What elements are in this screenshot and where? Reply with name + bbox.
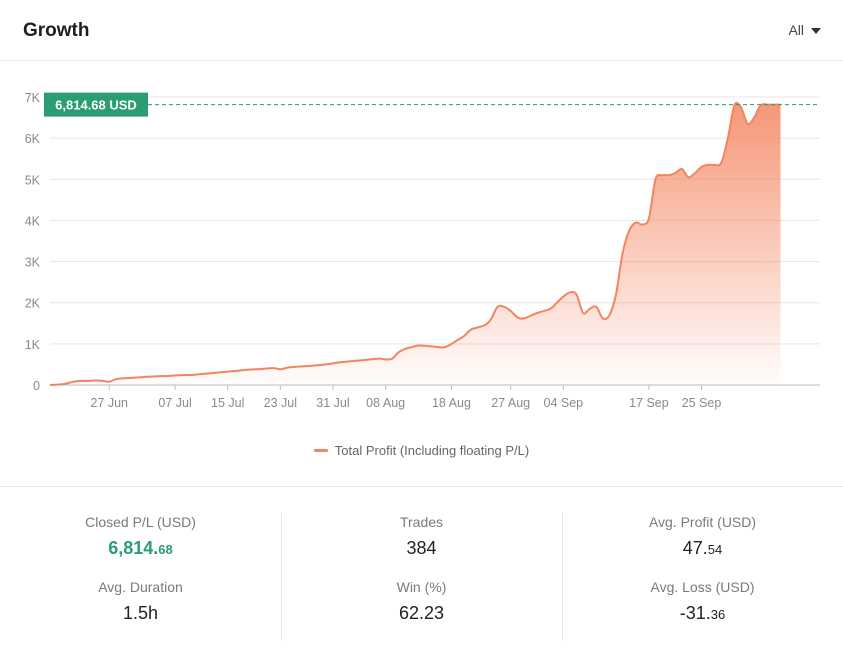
stat-label: Closed P/L (USD) <box>85 514 196 530</box>
stat-column-1: Closed P/L (USD) 6,814.68 Avg. Duration … <box>0 487 281 663</box>
x-tick-label: 08 Aug <box>366 396 405 410</box>
x-tick-label: 17 Sep <box>629 396 669 410</box>
series-area <box>50 102 781 385</box>
series-line <box>49 101 781 386</box>
legend-swatch <box>313 449 328 452</box>
x-tick-label: 18 Aug <box>432 396 471 410</box>
stat-label: Avg. Profit (USD) <box>648 514 757 530</box>
x-tick-label: 27 Jun <box>90 396 128 410</box>
legend-label: Total Profit (Including floating P/L) <box>334 443 530 458</box>
stat-value-avg-duration: 1.5h <box>122 603 159 623</box>
page-title: Growth <box>23 20 90 41</box>
stat-value-avg-loss: -31.36 <box>679 603 726 623</box>
stats-panel: Closed P/L (USD) 6,814.68 Avg. Duration … <box>0 487 843 663</box>
current-value-label: 6,814.68 USD <box>55 98 137 113</box>
stat-label: Avg. Duration <box>98 579 183 595</box>
divider <box>0 486 843 487</box>
stat-value-avg-profit: 47.54 <box>682 538 723 558</box>
x-tick-label: 31 Jul <box>316 396 349 410</box>
stat-value-win-rate: 62.23 <box>398 603 445 623</box>
growth-chart[interactable]: 6,814.68 USD 0 1K 2K 3K 4K 5K 6K 7K 27 Jun 07 Jul… <box>0 62 843 482</box>
x-tick-label: 25 Sep <box>682 396 722 410</box>
y-tick-label: 3K <box>25 256 41 270</box>
stat-value-closed-pl: 6,814.68 <box>108 538 173 558</box>
stat-column-3: Avg. Profit (USD) 47.54 Avg. Loss (USD) … <box>562 487 843 663</box>
caret-down-icon <box>811 27 821 34</box>
x-tick-label: 27 Aug <box>491 396 530 410</box>
y-tick-label: 2K <box>25 297 41 311</box>
growth-chart-svg: 6,814.68 USD 0 1K 2K 3K 4K 5K 6K 7K 27 Jun 07 Jul… <box>25 91 820 410</box>
stat-label: Win (%) <box>396 579 447 595</box>
y-tick-label: 7K <box>25 91 41 105</box>
chart-legend[interactable]: Total Profit (Including floating P/L) <box>0 443 843 458</box>
current-value-badge <box>44 92 148 117</box>
y-tick-label: 0 <box>33 379 40 393</box>
x-tick-label: 07 Jul <box>158 396 191 410</box>
card-header: Growth All <box>0 0 843 61</box>
y-tick-label: 1K <box>25 338 41 352</box>
stat-label: Avg. Loss (USD) <box>650 579 755 595</box>
stat-value-trades: 384 <box>406 538 437 558</box>
stat-column-2: Trades 384 Win (%) 62.23 <box>281 487 562 663</box>
y-tick-label: 5K <box>25 173 41 187</box>
period-filter-dropdown[interactable]: All <box>788 22 821 38</box>
period-filter-label: All <box>788 22 804 38</box>
x-tick-label: 15 Jul <box>211 396 244 410</box>
x-tick-label: 23 Jul <box>264 396 297 410</box>
x-tick-label: 04 Sep <box>544 396 584 410</box>
y-tick-label: 6K <box>25 132 41 146</box>
y-tick-label: 4K <box>25 214 41 228</box>
stat-label: Trades <box>399 514 444 530</box>
